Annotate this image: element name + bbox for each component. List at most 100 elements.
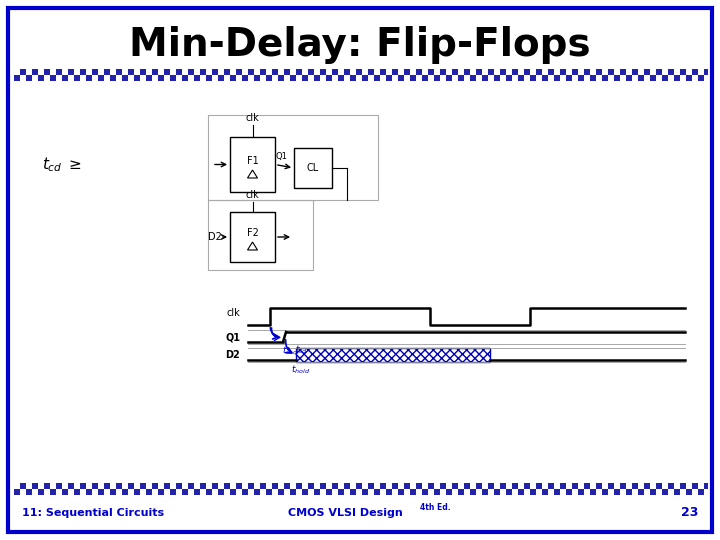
- Bar: [512, 69, 518, 75]
- Bar: [350, 75, 356, 81]
- Bar: [494, 75, 500, 81]
- Bar: [98, 75, 104, 81]
- Bar: [182, 75, 188, 81]
- Bar: [164, 69, 170, 75]
- Bar: [596, 483, 602, 489]
- Bar: [208, 200, 313, 270]
- Bar: [284, 483, 290, 489]
- Bar: [152, 483, 158, 489]
- Bar: [218, 75, 224, 81]
- Bar: [560, 483, 566, 489]
- Bar: [482, 75, 488, 81]
- Bar: [566, 489, 572, 495]
- Bar: [158, 75, 164, 81]
- Bar: [572, 69, 578, 75]
- Bar: [152, 69, 158, 75]
- Bar: [560, 69, 566, 75]
- Bar: [602, 75, 608, 81]
- Bar: [38, 75, 44, 81]
- Bar: [242, 75, 248, 81]
- Bar: [302, 489, 308, 495]
- Bar: [524, 483, 530, 489]
- Bar: [50, 75, 56, 81]
- Bar: [404, 69, 410, 75]
- Bar: [146, 75, 152, 81]
- Bar: [602, 489, 608, 495]
- Bar: [68, 483, 74, 489]
- Bar: [218, 489, 224, 495]
- Bar: [74, 489, 80, 495]
- Bar: [242, 489, 248, 495]
- Text: 4th Ed.: 4th Ed.: [420, 503, 451, 512]
- Bar: [530, 75, 536, 81]
- Bar: [122, 489, 128, 495]
- Bar: [536, 483, 542, 489]
- Bar: [14, 489, 20, 495]
- Bar: [608, 69, 614, 75]
- Bar: [614, 75, 620, 81]
- Bar: [26, 75, 32, 81]
- Bar: [224, 69, 230, 75]
- Text: F2: F2: [246, 228, 258, 238]
- Bar: [644, 69, 650, 75]
- Bar: [590, 489, 596, 495]
- Bar: [326, 75, 332, 81]
- Bar: [698, 75, 704, 81]
- Bar: [470, 75, 476, 81]
- Bar: [248, 69, 254, 75]
- Bar: [272, 483, 278, 489]
- Bar: [208, 115, 378, 200]
- Bar: [296, 69, 302, 75]
- Bar: [500, 69, 506, 75]
- Bar: [176, 69, 182, 75]
- Bar: [572, 483, 578, 489]
- Bar: [254, 75, 260, 81]
- Bar: [626, 489, 632, 495]
- Bar: [128, 69, 134, 75]
- Bar: [188, 483, 194, 489]
- Bar: [476, 483, 482, 489]
- Bar: [632, 483, 638, 489]
- Bar: [488, 69, 494, 75]
- Bar: [272, 69, 278, 75]
- Bar: [170, 75, 176, 81]
- Bar: [164, 483, 170, 489]
- Bar: [182, 489, 188, 495]
- Bar: [314, 489, 320, 495]
- Bar: [320, 483, 326, 489]
- Bar: [44, 69, 50, 75]
- Text: clk: clk: [246, 113, 259, 123]
- Bar: [294, 148, 332, 188]
- Bar: [518, 75, 524, 81]
- Bar: [488, 483, 494, 489]
- Bar: [296, 483, 302, 489]
- Bar: [584, 483, 590, 489]
- Bar: [56, 483, 62, 489]
- Bar: [332, 69, 338, 75]
- Bar: [548, 483, 554, 489]
- Bar: [122, 75, 128, 81]
- Bar: [170, 489, 176, 495]
- Bar: [266, 489, 272, 495]
- Bar: [500, 483, 506, 489]
- Bar: [224, 483, 230, 489]
- Bar: [698, 489, 704, 495]
- Bar: [350, 489, 356, 495]
- Bar: [530, 489, 536, 495]
- Bar: [440, 483, 446, 489]
- Bar: [620, 483, 626, 489]
- Bar: [626, 75, 632, 81]
- Bar: [212, 483, 218, 489]
- Bar: [422, 75, 428, 81]
- Bar: [248, 483, 254, 489]
- Bar: [266, 75, 272, 81]
- Bar: [674, 489, 680, 495]
- Bar: [146, 489, 152, 495]
- Bar: [68, 69, 74, 75]
- Bar: [362, 489, 368, 495]
- Bar: [458, 489, 464, 495]
- Bar: [464, 69, 470, 75]
- Bar: [188, 69, 194, 75]
- Bar: [332, 483, 338, 489]
- Bar: [674, 75, 680, 81]
